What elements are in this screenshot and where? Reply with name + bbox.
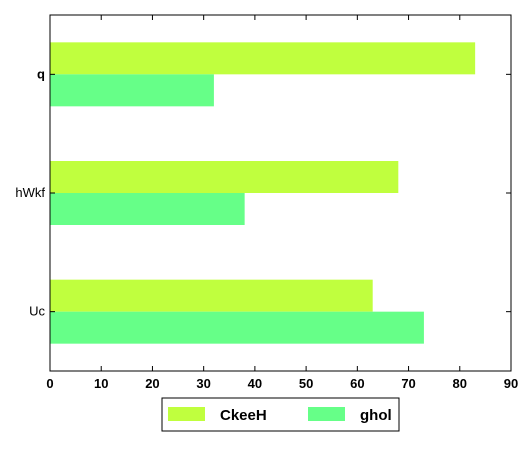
bar-ghol-q (50, 74, 214, 107)
legend: CkeeH ghol (161, 397, 400, 432)
bar-ghol-uc (50, 311, 424, 344)
x-tick-label: 70 (401, 376, 415, 391)
x-tick-label: 50 (299, 376, 313, 391)
x-tick-label: 30 (196, 376, 210, 391)
x-tick-label: 60 (350, 376, 364, 391)
legend-label-ghol: ghol (360, 407, 392, 424)
y-tick-label-hwkf: hWkf (15, 185, 45, 200)
bar-ckeeh-hwkf (50, 161, 399, 193)
bar-ghol-hwkf (50, 193, 245, 225)
legend-swatch-ckeeh (168, 407, 205, 421)
y-tick-label-uc: Uc (29, 304, 45, 319)
x-tick-label: 40 (248, 376, 262, 391)
x-tick-label: 90 (504, 376, 518, 391)
axis-layer: 0 10 20 30 40 50 60 70 80 90 q hWkf Uc (15, 15, 518, 391)
bars-layer (50, 42, 476, 344)
bar-ckeeh-uc (50, 279, 373, 312)
y-tick-label-q: q (37, 66, 45, 81)
x-tick-label: 80 (453, 376, 467, 391)
legend-label-ckeeh: CkeeH (220, 407, 267, 424)
x-tick-label: 20 (145, 376, 159, 391)
x-tick-label: 0 (46, 376, 53, 391)
x-tick-label: 10 (94, 376, 108, 391)
bar-ckeeh-q (50, 42, 476, 75)
legend-swatch-ghol (308, 407, 345, 421)
